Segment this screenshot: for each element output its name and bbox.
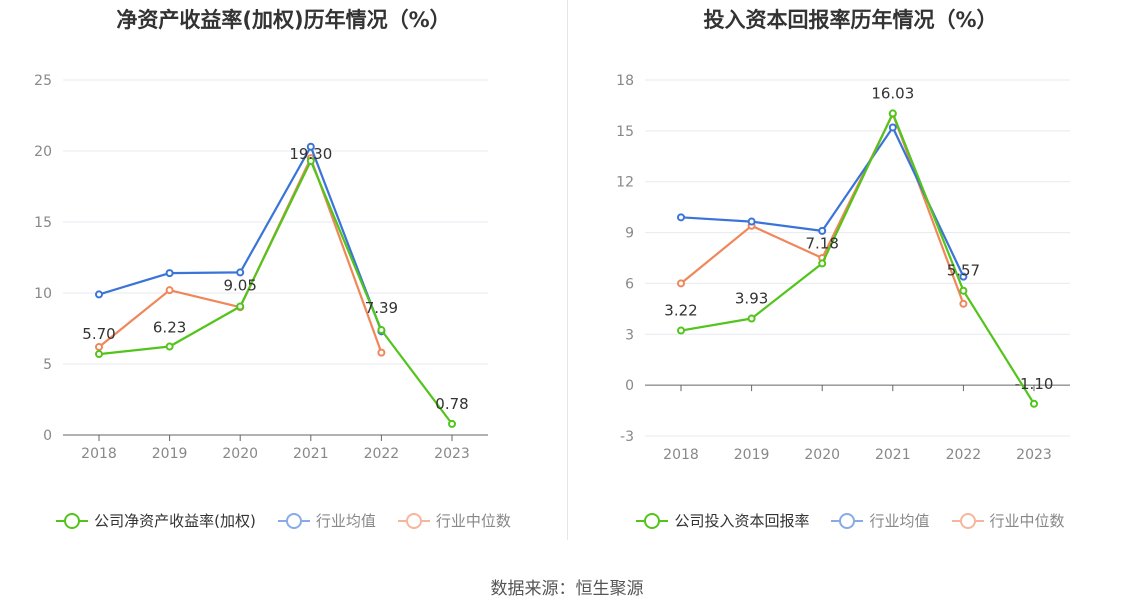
data-point <box>306 142 315 151</box>
data-point <box>165 286 174 295</box>
data-point <box>747 314 756 323</box>
y-tick-label: 20 <box>34 144 52 160</box>
x-tick-label: 2023 <box>1016 447 1052 463</box>
data-source: 数据来源：恒生聚源 <box>490 579 644 599</box>
x-tick-label: 2020 <box>804 447 840 463</box>
x-tick-label: 2020 <box>222 446 258 462</box>
legend-item-median[interactable]: 行业中位数 <box>951 510 1065 531</box>
y-tick-label: -3 <box>620 429 634 445</box>
y-tick-label: 0 <box>43 428 52 444</box>
data-point <box>236 302 245 311</box>
x-tick-label: 2022 <box>364 446 400 462</box>
series-line-2 <box>680 112 965 305</box>
legend-company-marker-icon <box>636 512 669 529</box>
data-point <box>959 299 968 308</box>
data-point <box>95 290 103 299</box>
data-point <box>1030 399 1038 408</box>
x-tick-label: 2018 <box>663 447 699 463</box>
roe-line-chart: 0 5 10 15 20 25 2018 2019 2020 2021 2022 2023 5.70 6.… <box>34 73 488 462</box>
y-tick-label: 15 <box>616 124 634 140</box>
data-label: 9.05 <box>223 276 256 294</box>
data-point <box>95 350 103 359</box>
legend-item-company[interactable]: 公司投入资本回报率 <box>636 510 809 531</box>
data-point <box>677 279 685 288</box>
data-point <box>747 217 756 226</box>
data-label: 19.30 <box>289 145 332 163</box>
data-point <box>677 213 685 222</box>
legend-label: 行业均值 <box>869 512 930 530</box>
x-tick-label: 2022 <box>946 447 982 463</box>
y-tick-label: 10 <box>34 286 52 302</box>
legend: 公司净资产收益率(加权) 行业均值 行业中位数 <box>0 510 567 531</box>
y-tick-label: 12 <box>616 175 634 191</box>
data-point <box>959 272 968 281</box>
x-tick-label: 2018 <box>81 446 117 462</box>
legend-median-marker-icon <box>951 512 984 529</box>
data-label: 3.93 <box>735 290 768 308</box>
legend-avg-marker-icon <box>831 512 864 529</box>
data-point <box>959 286 968 295</box>
legend-item-avg[interactable]: 行业均值 <box>277 510 376 531</box>
data-label: 3.22 <box>664 302 697 320</box>
data-label: 7.18 <box>805 234 838 252</box>
data-point <box>888 123 897 132</box>
legend-median-marker-icon <box>397 512 430 529</box>
legend-label: 行业均值 <box>315 512 376 530</box>
legend-item-avg[interactable]: 行业均值 <box>831 510 930 531</box>
x-tick-label: 2019 <box>734 447 770 463</box>
data-point <box>677 326 685 335</box>
data-label: 5.70 <box>82 325 115 343</box>
data-label: 0.78 <box>435 395 468 413</box>
data-point <box>818 259 827 268</box>
data-point <box>377 348 386 357</box>
data-label: 7.39 <box>365 299 398 317</box>
x-tick-label: 2023 <box>434 446 470 462</box>
data-point <box>888 109 897 118</box>
series-line-0 <box>98 159 453 425</box>
series-line-0 <box>680 112 1035 405</box>
data-point <box>306 156 315 165</box>
data-point <box>448 419 456 428</box>
data-label: 16.03 <box>871 84 914 102</box>
legend-label: 行业中位数 <box>435 512 511 530</box>
roic-line-chart: -3 0 3 6 9 12 15 18 2018 2019 2020 2021 2022 2023 3.22… <box>616 73 1070 463</box>
data-point <box>236 268 245 277</box>
chart-title: 净资产收益率(加权)历年情况（%） <box>116 8 451 32</box>
panel-divider <box>567 0 568 540</box>
data-point <box>95 342 103 351</box>
data-point <box>377 326 386 335</box>
x-tick-label: 2019 <box>152 446 188 462</box>
y-tick-label: 6 <box>625 276 634 292</box>
x-tick-label: 2021 <box>875 447 911 463</box>
legend-company-marker-icon <box>56 512 89 529</box>
legend-label: 行业中位数 <box>989 512 1065 530</box>
data-label: -1.10 <box>1015 375 1054 393</box>
y-tick-label: 5 <box>43 357 52 373</box>
data-label: 5.57 <box>947 262 980 280</box>
x-tick-label: 2021 <box>293 446 329 462</box>
data-point <box>818 226 827 235</box>
data-point <box>165 342 174 351</box>
legend-avg-marker-icon <box>277 512 310 529</box>
y-tick-label: 3 <box>625 327 634 343</box>
legend: 公司投入资本回报率 行业均值 行业中位数 <box>567 510 1134 531</box>
y-tick-label: 0 <box>625 378 634 394</box>
roic-chart-panel: 投入资本回报率历年情况（%） -3 0 3 6 9 12 15 18 2018 2019 2020 2… <box>567 0 1134 560</box>
y-tick-label: 18 <box>616 73 634 89</box>
roe-chart-panel: 净资产收益率(加权)历年情况（%） 0 5 10 15 20 25 2018 2019 2020… <box>0 0 567 560</box>
legend-item-company[interactable]: 公司净资产收益率(加权) <box>56 510 256 531</box>
y-tick-label: 9 <box>625 226 634 242</box>
chart-title: 投入资本回报率历年情况（%） <box>703 8 998 32</box>
y-tick-label: 25 <box>34 73 52 89</box>
series-line-2 <box>98 157 383 353</box>
data-point <box>165 269 174 278</box>
data-label: 6.23 <box>153 319 186 337</box>
legend-label: 公司净资产收益率(加权) <box>94 512 256 530</box>
y-tick-label: 15 <box>34 215 52 231</box>
legend-label: 公司投入资本回报率 <box>674 512 810 530</box>
legend-item-median[interactable]: 行业中位数 <box>397 510 511 531</box>
